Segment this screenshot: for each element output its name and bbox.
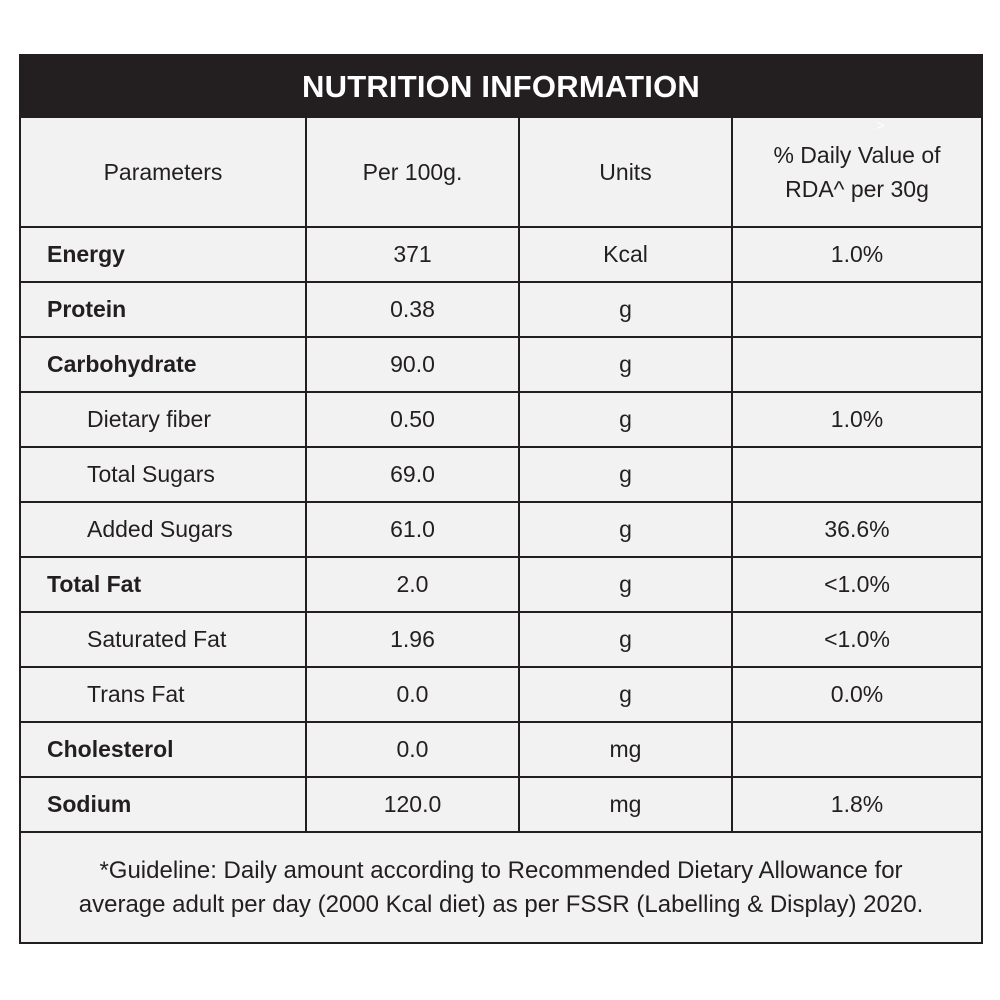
header-units: Units [518,117,733,228]
row-per-100g-value: 120.0 [305,776,520,833]
table-row: Energy 371 Kcal 1.0% [21,226,981,283]
row-daily-value: 36.6% [731,501,981,558]
row-daily-value [731,721,981,778]
table-row: Trans Fat 0.0 g 0.0% [21,666,981,723]
panel-title: NUTRITION INFORMATION [21,56,981,118]
row-per-100g-value: 0.0 [305,721,520,778]
daily-value-line-2: RDA^ per 30g [785,175,929,202]
row-unit: Kcal [518,226,733,283]
row-unit: mg [518,776,733,833]
row-parameter: Sodium [21,776,307,833]
row-unit: g [518,501,733,558]
row-per-100g-value: 90.0 [305,336,520,393]
row-parameter: Dietary fiber [21,391,307,448]
table-row: Saturated Fat 1.96 g <1.0% [21,611,981,668]
row-daily-value: <1.0% [731,611,981,668]
row-per-100g-value: 1.96 [305,611,520,668]
nutrition-table: Parameters Per 100g. Units > % Daily Val… [21,117,981,833]
table-row: Protein 0.38 g [21,281,981,338]
footnote-line-2: average adult per day (2000 Kcal diet) a… [78,890,924,918]
table-row: Cholesterol 0.0 mg [21,721,981,778]
row-unit: g [518,611,733,668]
table-row: Total Sugars 69.0 g [21,446,981,503]
row-parameter: Total Sugars [21,446,307,503]
nutrition-panel: NUTRITION INFORMATION Parameters Per 100… [19,54,983,944]
row-unit: g [518,446,733,503]
header-mark: > [876,116,885,133]
footnote-line-1: *Guideline: Daily amount according to Re… [99,856,903,884]
row-parameter: Added Sugars [21,501,307,558]
row-parameter: Protein [21,281,307,338]
row-unit: g [518,666,733,723]
table-row: Carbohydrate 90.0 g [21,336,981,393]
row-parameter: Carbohydrate [21,336,307,393]
row-per-100g-value: 2.0 [305,556,520,613]
row-daily-value: 1.8% [731,776,981,833]
daily-value-heading: > % Daily Value of RDA^ per 30g [773,117,941,206]
row-unit: g [518,556,733,613]
row-parameter: Saturated Fat [21,611,307,668]
row-per-100g-value: 0.50 [305,391,520,448]
row-unit: g [518,391,733,448]
guideline-footnote: *Guideline: Daily amount according to Re… [21,833,981,942]
header-per-100g: Per 100g. [305,117,520,228]
row-parameter: Trans Fat [21,666,307,723]
row-per-100g-value: 0.38 [305,281,520,338]
row-per-100g-value: 61.0 [305,501,520,558]
table-row: Total Fat 2.0 g <1.0% [21,556,981,613]
table-row: Dietary fiber 0.50 g 1.0% [21,391,981,448]
table-row: Sodium 120.0 mg 1.8% [21,776,981,833]
row-per-100g-value: 69.0 [305,446,520,503]
row-daily-value: 0.0% [731,666,981,723]
row-daily-value [731,281,981,338]
row-daily-value: 1.0% [731,226,981,283]
row-unit: mg [518,721,733,778]
row-parameter: Energy [21,226,307,283]
row-daily-value [731,446,981,503]
header-daily-value: > % Daily Value of RDA^ per 30g [731,117,981,228]
row-unit: g [518,336,733,393]
row-parameter: Cholesterol [21,721,307,778]
daily-value-line-1: % Daily Value of [773,141,941,168]
row-daily-value: 1.0% [731,391,981,448]
nutrition-rows: Energy 371 Kcal 1.0% Protein 0.38 g Carbohydrat… [21,226,981,833]
row-unit: g [518,281,733,338]
row-daily-value [731,336,981,393]
header-parameters: Parameters [21,117,307,228]
row-parameter: Total Fat [21,556,307,613]
header-row: Parameters Per 100g. Units > % Daily Val… [21,117,981,228]
row-per-100g-value: 0.0 [305,666,520,723]
row-per-100g-value: 371 [305,226,520,283]
table-row: Added Sugars 61.0 g 36.6% [21,501,981,558]
row-daily-value: <1.0% [731,556,981,613]
